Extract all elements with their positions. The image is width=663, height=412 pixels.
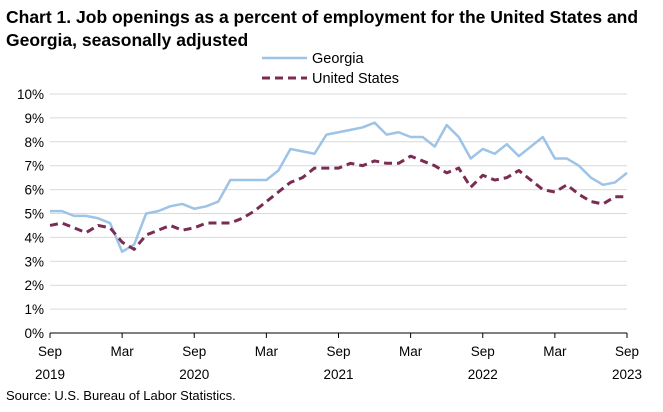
y-tick-label: 2%	[24, 278, 44, 293]
y-tick-label: 9%	[24, 111, 44, 126]
x-tick-label: Mar	[255, 344, 279, 359]
x-tick-label: Sep	[38, 344, 62, 359]
y-tick-label: 10%	[17, 87, 44, 102]
y-tick-label: 4%	[24, 230, 44, 245]
legend-label-georgia: Georgia	[312, 51, 365, 67]
y-tick-label: 6%	[24, 183, 44, 198]
y-tick-label: 5%	[24, 207, 44, 222]
y-tick-label: 3%	[24, 254, 44, 269]
x-tick-label: Sep	[615, 344, 639, 359]
x-tick-label: Mar	[111, 344, 135, 359]
x-tick-year: 2020	[179, 367, 209, 382]
y-tick-label: 8%	[24, 135, 44, 150]
series-line-united-states	[49, 154, 627, 251]
y-tick-label: 1%	[24, 302, 44, 317]
x-tick-label: Mar	[543, 344, 567, 359]
x-tick-year: 2021	[323, 367, 353, 382]
x-tick-year: 2022	[468, 367, 498, 382]
x-tick-year: 2019	[35, 367, 65, 382]
x-tick-year: 2023	[612, 367, 642, 382]
x-tick-label: Mar	[399, 344, 423, 359]
legend-label-united-states: United States	[312, 71, 399, 87]
y-tick-label: 0%	[24, 326, 44, 341]
x-tick-label: Sep	[326, 344, 350, 359]
x-tick-label: Sep	[471, 344, 495, 359]
chart-source: Source: U.S. Bureau of Labor Statistics.	[6, 388, 236, 403]
x-tick-label: Sep	[182, 344, 206, 359]
series-line-georgia	[50, 121, 628, 253]
chart-title: Chart 1. Job openings as a percent of em…	[6, 7, 639, 50]
y-tick-label: 7%	[24, 159, 44, 174]
